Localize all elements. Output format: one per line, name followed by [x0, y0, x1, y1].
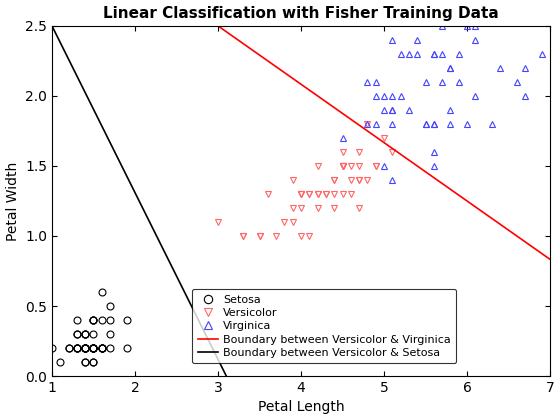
Title: Linear Classification with Fisher Training Data: Linear Classification with Fisher Traini… — [103, 5, 499, 21]
X-axis label: Petal Length: Petal Length — [258, 400, 344, 415]
Y-axis label: Petal Width: Petal Width — [6, 161, 20, 241]
Legend: Setosa, Versicolor, Virginica, Boundary between Versicolor & Virginica, Boundary: Setosa, Versicolor, Virginica, Boundary … — [192, 289, 456, 363]
